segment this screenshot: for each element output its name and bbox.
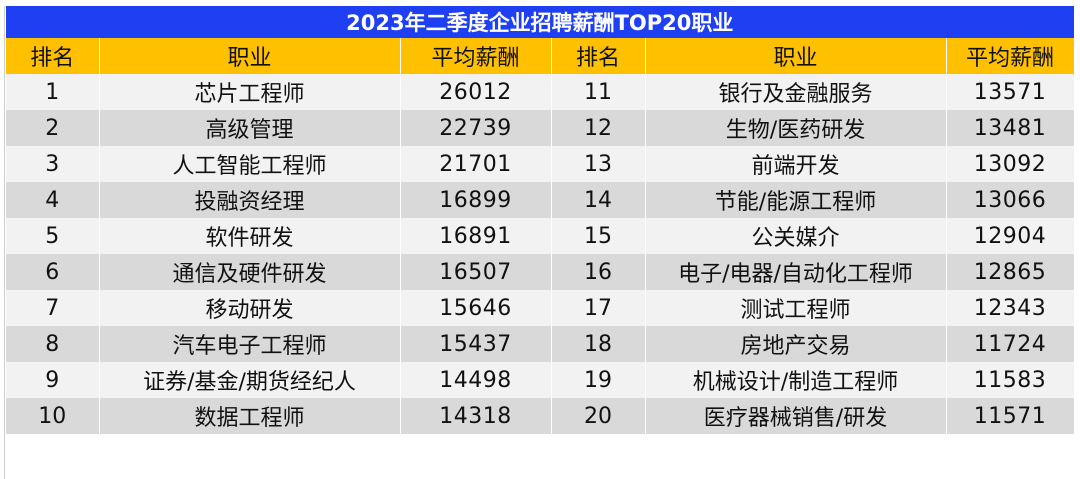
salary-cell: 13092 [946,146,1075,182]
job-cell: 芯片工程师 [99,74,401,110]
table-row: 7 移动研发 15646 17 测试工程师 12343 [6,290,1075,326]
job-cell: 房地产交易 [645,326,947,362]
rank-cell: 13 [551,146,646,182]
rank-cell: 20 [551,398,646,434]
table-row: 1 芯片工程师 26012 11 银行及金融服务 13571 [6,74,1075,110]
table-row: 6 通信及硬件研发 16507 16 电子/电器/自动化工程师 12865 [6,254,1075,290]
salary-cell: 12865 [946,254,1075,290]
salary-cell: 26012 [400,74,552,110]
sheet-left-border [4,6,5,479]
table-row: 4 投融资经理 16899 14 节能/能源工程师 13066 [6,182,1075,218]
job-cell: 软件研发 [99,218,401,254]
salary-cell: 12904 [946,218,1075,254]
rank-cell: 4 [6,182,100,218]
table-row: 8 汽车电子工程师 15437 18 房地产交易 11724 [6,326,1075,362]
rank-cell: 18 [551,326,646,362]
header-row: 排名 职业 平均薪酬 排名 职业 平均薪酬 [6,38,1075,74]
job-cell: 移动研发 [99,290,401,326]
salary-cell: 11571 [946,398,1075,434]
table-row: 9 证券/基金/期货经纪人 14498 19 机械设计/制造工程师 11583 [6,362,1075,398]
salary-cell: 16891 [400,218,552,254]
salary-cell: 22739 [400,110,552,146]
rank-cell: 9 [6,362,100,398]
header-salary-left: 平均薪酬 [400,38,552,74]
job-cell: 汽车电子工程师 [99,326,401,362]
salary-cell: 15437 [400,326,552,362]
title-row: 2023年二季度企业招聘薪酬TOP20职业 [6,6,1075,38]
rank-cell: 12 [551,110,646,146]
table-row: 5 软件研发 16891 15 公关媒介 12904 [6,218,1075,254]
table-row: 2 高级管理 22739 12 生物/医药研发 13481 [6,110,1075,146]
rank-cell: 16 [551,254,646,290]
job-cell: 数据工程师 [99,398,401,434]
salary-cell: 16507 [400,254,552,290]
salary-cell: 11583 [946,362,1075,398]
job-cell: 电子/电器/自动化工程师 [645,254,947,290]
rank-cell: 8 [6,326,100,362]
job-cell: 医疗器械销售/研发 [645,398,947,434]
table-row: 10 数据工程师 14318 20 医疗器械销售/研发 11571 [6,398,1075,434]
job-cell: 生物/医药研发 [645,110,947,146]
salary-cell: 15646 [400,290,552,326]
header-salary-right: 平均薪酬 [946,38,1075,74]
rank-cell: 1 [6,74,100,110]
rank-cell: 15 [551,218,646,254]
job-cell: 通信及硬件研发 [99,254,401,290]
salary-cell: 11724 [946,326,1075,362]
salary-cell: 14318 [400,398,552,434]
salary-cell: 13066 [946,182,1075,218]
header-job-left: 职业 [99,38,401,74]
table-row: 3 人工智能工程师 21701 13 前端开发 13092 [6,146,1075,182]
job-cell: 银行及金融服务 [645,74,947,110]
salary-cell: 16899 [400,182,552,218]
job-cell: 高级管理 [99,110,401,146]
rank-cell: 5 [6,218,100,254]
rank-cell: 7 [6,290,100,326]
salary-table: 2023年二季度企业招聘薪酬TOP20职业 排名 职业 平均薪酬 排名 职业 平… [6,6,1075,434]
job-cell: 节能/能源工程师 [645,182,947,218]
rank-cell: 11 [551,74,646,110]
salary-cell: 21701 [400,146,552,182]
job-cell: 前端开发 [645,146,947,182]
job-cell: 测试工程师 [645,290,947,326]
rank-cell: 19 [551,362,646,398]
job-cell: 人工智能工程师 [99,146,401,182]
salary-cell: 14498 [400,362,552,398]
rank-cell: 17 [551,290,646,326]
table-title: 2023年二季度企业招聘薪酬TOP20职业 [6,6,1075,38]
header-job-right: 职业 [645,38,947,74]
rank-cell: 3 [6,146,100,182]
salary-cell: 12343 [946,290,1075,326]
job-cell: 公关媒介 [645,218,947,254]
rank-cell: 2 [6,110,100,146]
header-rank-left: 排名 [6,38,100,74]
salary-cell: 13571 [946,74,1075,110]
rank-cell: 14 [551,182,646,218]
header-rank-right: 排名 [551,38,646,74]
rank-cell: 6 [6,254,100,290]
rank-cell: 10 [6,398,100,434]
job-cell: 证券/基金/期货经纪人 [99,362,401,398]
job-cell: 投融资经理 [99,182,401,218]
salary-cell: 13481 [946,110,1075,146]
job-cell: 机械设计/制造工程师 [645,362,947,398]
